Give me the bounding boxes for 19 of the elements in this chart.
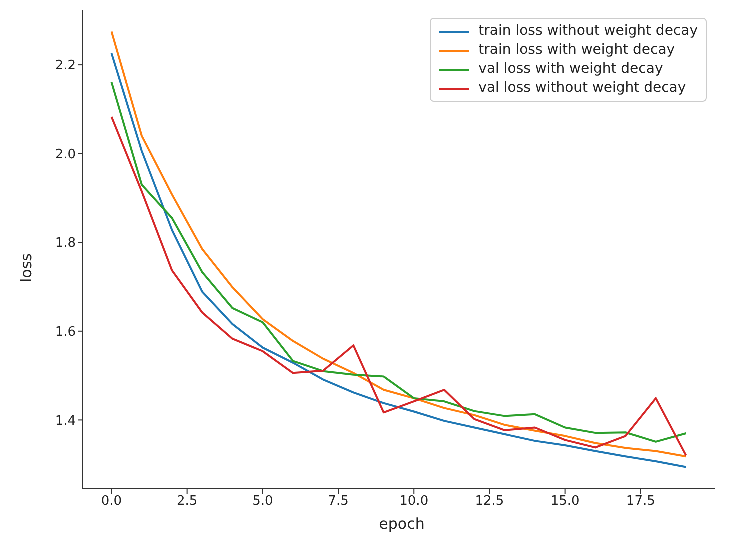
- y-tick-label: 2.2: [55, 58, 76, 74]
- y-tick-label: 1.4: [55, 414, 76, 429]
- x-tick-label: 15.0: [550, 494, 580, 510]
- x-tick-label: 17.5: [626, 494, 656, 510]
- y-tick-label: 1.6: [55, 325, 76, 340]
- x-tick-label: 2.5: [176, 494, 198, 510]
- y-tick-label: 1.8: [55, 236, 76, 252]
- legend-label: train loss without weight decay: [478, 22, 698, 41]
- x-tick-label: 0.0: [101, 494, 122, 510]
- legend-label: train loss with weight decay: [478, 41, 676, 60]
- x-axis-title: epoch: [378, 514, 426, 534]
- y-tick-label: 2.0: [55, 147, 76, 162]
- x-tick-label: 12.5: [475, 494, 504, 510]
- x-tick-label: 5.0: [252, 494, 274, 510]
- y-axis-title: loss: [16, 254, 36, 282]
- x-tick-label: 7.5: [328, 494, 349, 510]
- legend-label: val loss with weight decay: [478, 60, 664, 79]
- legend-label: val loss without weight decay: [478, 79, 686, 98]
- x-tick-label: 10.0: [400, 494, 429, 510]
